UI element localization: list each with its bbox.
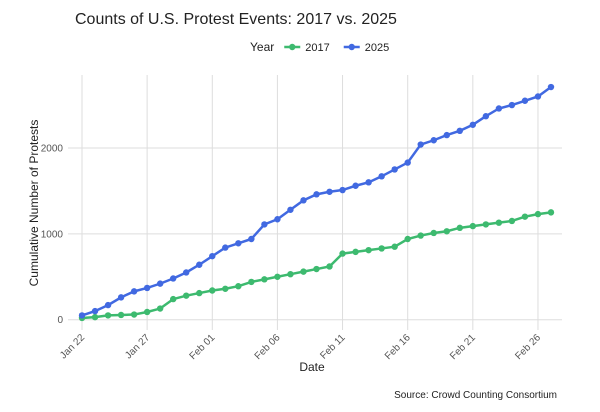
x-axis-label: Date: [299, 360, 325, 374]
point: [404, 235, 411, 243]
x-tick-label: Feb 21: [448, 332, 478, 362]
x-tick-label: Jan 27: [123, 332, 152, 361]
point: [365, 246, 372, 254]
point: [274, 216, 281, 223]
point: [469, 222, 477, 230]
point: [508, 101, 516, 109]
point: [300, 268, 307, 275]
point: [261, 221, 268, 228]
point: [78, 312, 86, 319]
y-axis-label: Cumulative Number of Protests: [27, 120, 41, 287]
point: [313, 191, 320, 198]
point: [430, 137, 437, 144]
point: [326, 263, 333, 270]
point: [417, 141, 424, 148]
point: [222, 244, 229, 251]
point: [456, 224, 464, 232]
x-tick-label: Feb 01: [188, 332, 218, 362]
point: [391, 243, 398, 250]
point: [104, 301, 112, 309]
point: [248, 235, 255, 243]
point: [534, 93, 542, 100]
point: [156, 305, 164, 312]
point: [274, 273, 281, 280]
legend-swatch: [289, 43, 296, 51]
point: [443, 131, 450, 139]
point: [235, 240, 242, 247]
point: [248, 278, 255, 286]
point: [300, 197, 307, 204]
point: [495, 105, 503, 112]
point: [183, 269, 190, 276]
x-tick-label: Feb 16: [383, 332, 413, 362]
point: [261, 276, 268, 283]
point: [209, 252, 216, 260]
point: [222, 285, 229, 292]
chart-title: Counts of U.S. Protest Events: 2017 vs. …: [75, 11, 397, 28]
point: [482, 113, 490, 120]
plot-area: [68, 75, 562, 330]
point: [287, 270, 294, 278]
point: [521, 97, 529, 104]
caption: Source: Crowd Counting Consortium: [394, 390, 557, 401]
point: [169, 295, 177, 303]
point: [339, 186, 346, 194]
point: [91, 313, 99, 321]
x-tick-label: Feb 26: [513, 332, 543, 362]
point: [209, 287, 216, 294]
point: [352, 248, 359, 256]
point: [430, 229, 437, 237]
point: [482, 221, 490, 228]
point: [378, 245, 385, 252]
point: [508, 217, 516, 225]
point: [130, 311, 138, 318]
x-tick-label: Jan 22: [58, 332, 87, 361]
point: [521, 213, 529, 220]
point: [91, 307, 99, 315]
point: [495, 219, 503, 226]
y-tick-label: 2000: [41, 143, 64, 154]
point: [534, 210, 542, 218]
point: [196, 261, 203, 268]
point: [365, 179, 372, 186]
point: [143, 284, 151, 292]
point: [196, 289, 203, 297]
point: [469, 121, 477, 128]
point: [391, 166, 398, 173]
point: [456, 127, 464, 135]
y-tick-label: 1000: [41, 229, 64, 240]
point: [404, 159, 411, 166]
point: [339, 250, 346, 257]
point: [117, 311, 125, 319]
point: [547, 209, 555, 216]
point: [130, 288, 138, 295]
point: [169, 275, 177, 282]
point: [104, 312, 112, 319]
point: [352, 182, 359, 189]
legend-label: 2025: [365, 42, 389, 54]
point: [417, 232, 424, 239]
point: [313, 265, 320, 273]
point: [117, 294, 125, 301]
point: [547, 83, 555, 91]
point: [326, 188, 333, 195]
point: [183, 292, 190, 299]
point: [235, 283, 242, 290]
x-tick-label: Feb 11: [318, 332, 348, 362]
point: [143, 308, 151, 316]
point: [443, 228, 450, 235]
point: [156, 280, 164, 287]
point: [287, 206, 294, 213]
y-tick-label: 0: [57, 315, 63, 326]
legend-title: Year: [250, 40, 274, 54]
legend-swatch: [348, 43, 355, 51]
legend-label: 2017: [305, 42, 329, 54]
point: [378, 173, 385, 180]
x-tick-label: Feb 06: [253, 332, 283, 362]
